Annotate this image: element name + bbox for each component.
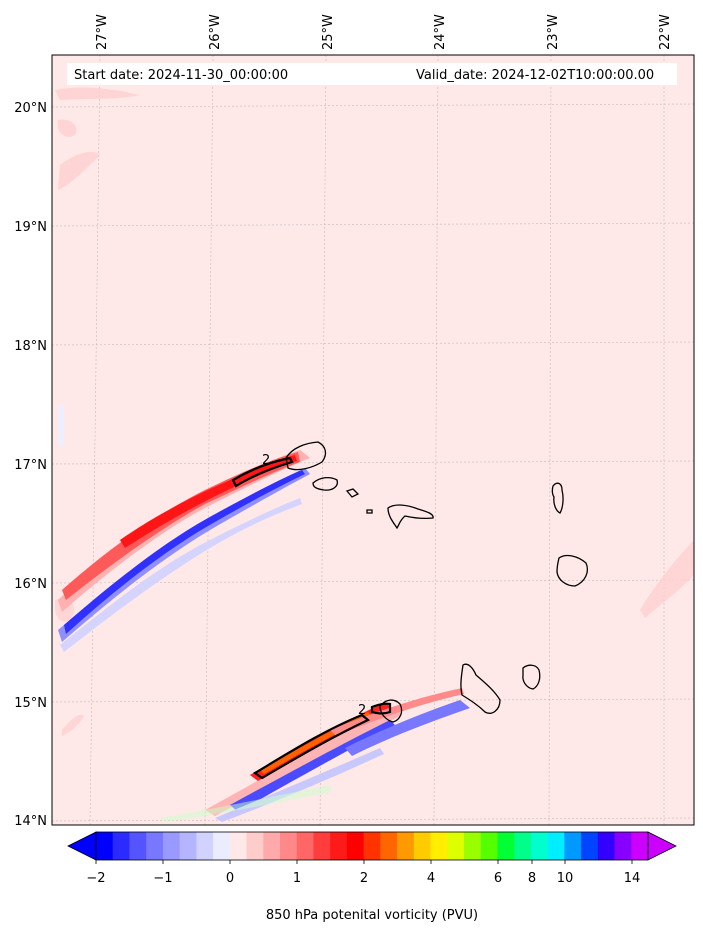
lat-label: 18°N: [14, 339, 47, 354]
lon-labels: 27°W 26°W 25°W 24°W 23°W 22°W: [95, 14, 673, 50]
colorbar-tick-label: 0: [226, 871, 234, 886]
colorbar-segment: [129, 832, 147, 860]
lat-label: 14°N: [14, 814, 47, 829]
colorbar-ticks: [95, 860, 633, 864]
contour-label-south: 2: [358, 703, 366, 718]
island-sao-vicente: [312, 476, 339, 491]
colorbar-segment: [480, 832, 499, 860]
island-maio: [522, 664, 541, 690]
colorbar-segment: [597, 832, 616, 860]
colorbar-tick-label: −2: [86, 871, 105, 886]
colorbar-segment: [614, 832, 632, 860]
colorbar-segment: [246, 832, 264, 860]
colorbar-segment: [213, 832, 231, 860]
colorbar-segment: [313, 832, 331, 860]
lat-label: 17°N: [14, 458, 47, 473]
colorbar-segment: [346, 832, 365, 860]
contour-label-north: 2: [262, 453, 270, 468]
map-content: 2 2: [52, 55, 694, 825]
colorbar-segment: [413, 832, 432, 860]
colorbar-segment: [296, 832, 315, 860]
island-sao-nicolau: [387, 504, 434, 530]
lat-labels: 20°N 19°N 18°N 17°N 16°N 15°N 14°N: [14, 101, 47, 829]
map-background: [52, 55, 694, 825]
island-boa-vista: [556, 554, 589, 587]
colorbar-segments: [96, 832, 649, 860]
colorbar-segment: [229, 832, 248, 860]
colorbar-segment: [330, 832, 348, 860]
colorbar-segment: [631, 832, 649, 860]
colorbar-segment: [547, 832, 565, 860]
colorbar-segment: [530, 832, 549, 860]
colorbar-segment: [96, 832, 114, 860]
colorbar: −2 −1 0 1 2 4 6 8 10 14 850 hPa potenita…: [67, 831, 677, 923]
colorbar-segment: [280, 832, 298, 860]
colorbar-under-arrow: [67, 831, 97, 861]
colorbar-segment: [196, 832, 214, 860]
island-santiago: [460, 663, 501, 714]
colorbar-segment: [162, 832, 181, 860]
colorbar-tick-label: 2: [360, 871, 368, 886]
colorbar-tick-label: 4: [427, 871, 435, 886]
colorbar-tick-label: 1: [293, 871, 301, 886]
coastlines: [285, 441, 589, 723]
lat-label: 20°N: [14, 101, 47, 116]
colorbar-segment: [581, 832, 599, 860]
colorbar-tick-labels: −2 −1 0 1 2 4 6 8 10 14: [86, 871, 640, 886]
lon-label: 23°W: [546, 14, 561, 50]
colorbar-segment: [397, 832, 415, 860]
gridlines: [52, 55, 694, 825]
colorbar-segment: [464, 832, 482, 860]
colorbar-tick-label: 14: [624, 871, 641, 886]
lon-label: 25°W: [321, 14, 336, 50]
pv-contours: [231, 456, 392, 780]
info-box: [67, 63, 677, 85]
island-fogo: [379, 699, 403, 723]
pv-weak-strip: [58, 405, 64, 445]
pv-band-south: [160, 688, 470, 822]
colorbar-segment: [263, 832, 281, 860]
colorbar-segment: [363, 832, 381, 860]
colorbar-segment: [447, 832, 465, 860]
colorbar-segment: [430, 832, 448, 860]
lon-label: 26°W: [208, 14, 223, 50]
colorbar-segment: [179, 832, 197, 860]
island-sal: [551, 482, 564, 514]
lon-label: 24°W: [433, 14, 448, 50]
island-santa-luzia: [345, 488, 360, 498]
map-frame: [51, 54, 695, 826]
start-date-text: Start date: 2024-11-30_00:00:00: [74, 68, 288, 83]
colorbar-title: 850 hPa potenital vorticity (PVU): [266, 908, 478, 923]
colorbar-segment: [564, 832, 582, 860]
colorbar-segment: [497, 832, 515, 860]
colorbar-tick-label: 8: [528, 871, 536, 886]
colorbar-segment: [514, 832, 532, 860]
colorbar-tick-label: 10: [557, 871, 574, 886]
lon-label: 27°W: [95, 14, 110, 50]
island-small: [366, 509, 373, 514]
colorbar-over-arrow: [647, 831, 677, 861]
colorbar-segment: [112, 832, 131, 860]
colorbar-segment: [380, 832, 398, 860]
colorbar-tick-label: −1: [153, 871, 172, 886]
lat-label: 19°N: [14, 220, 47, 235]
island-santo-antao: [285, 441, 327, 471]
colorbar-segment: [146, 832, 164, 860]
lat-label: 16°N: [14, 577, 47, 592]
lon-label: 22°W: [658, 14, 673, 50]
lat-label: 15°N: [14, 696, 47, 711]
colorbar-tick-label: 6: [494, 871, 502, 886]
valid-date-text: Valid_date: 2024-12-02T10:00:00.00: [416, 68, 654, 83]
colorbar-frame: [95, 831, 649, 861]
